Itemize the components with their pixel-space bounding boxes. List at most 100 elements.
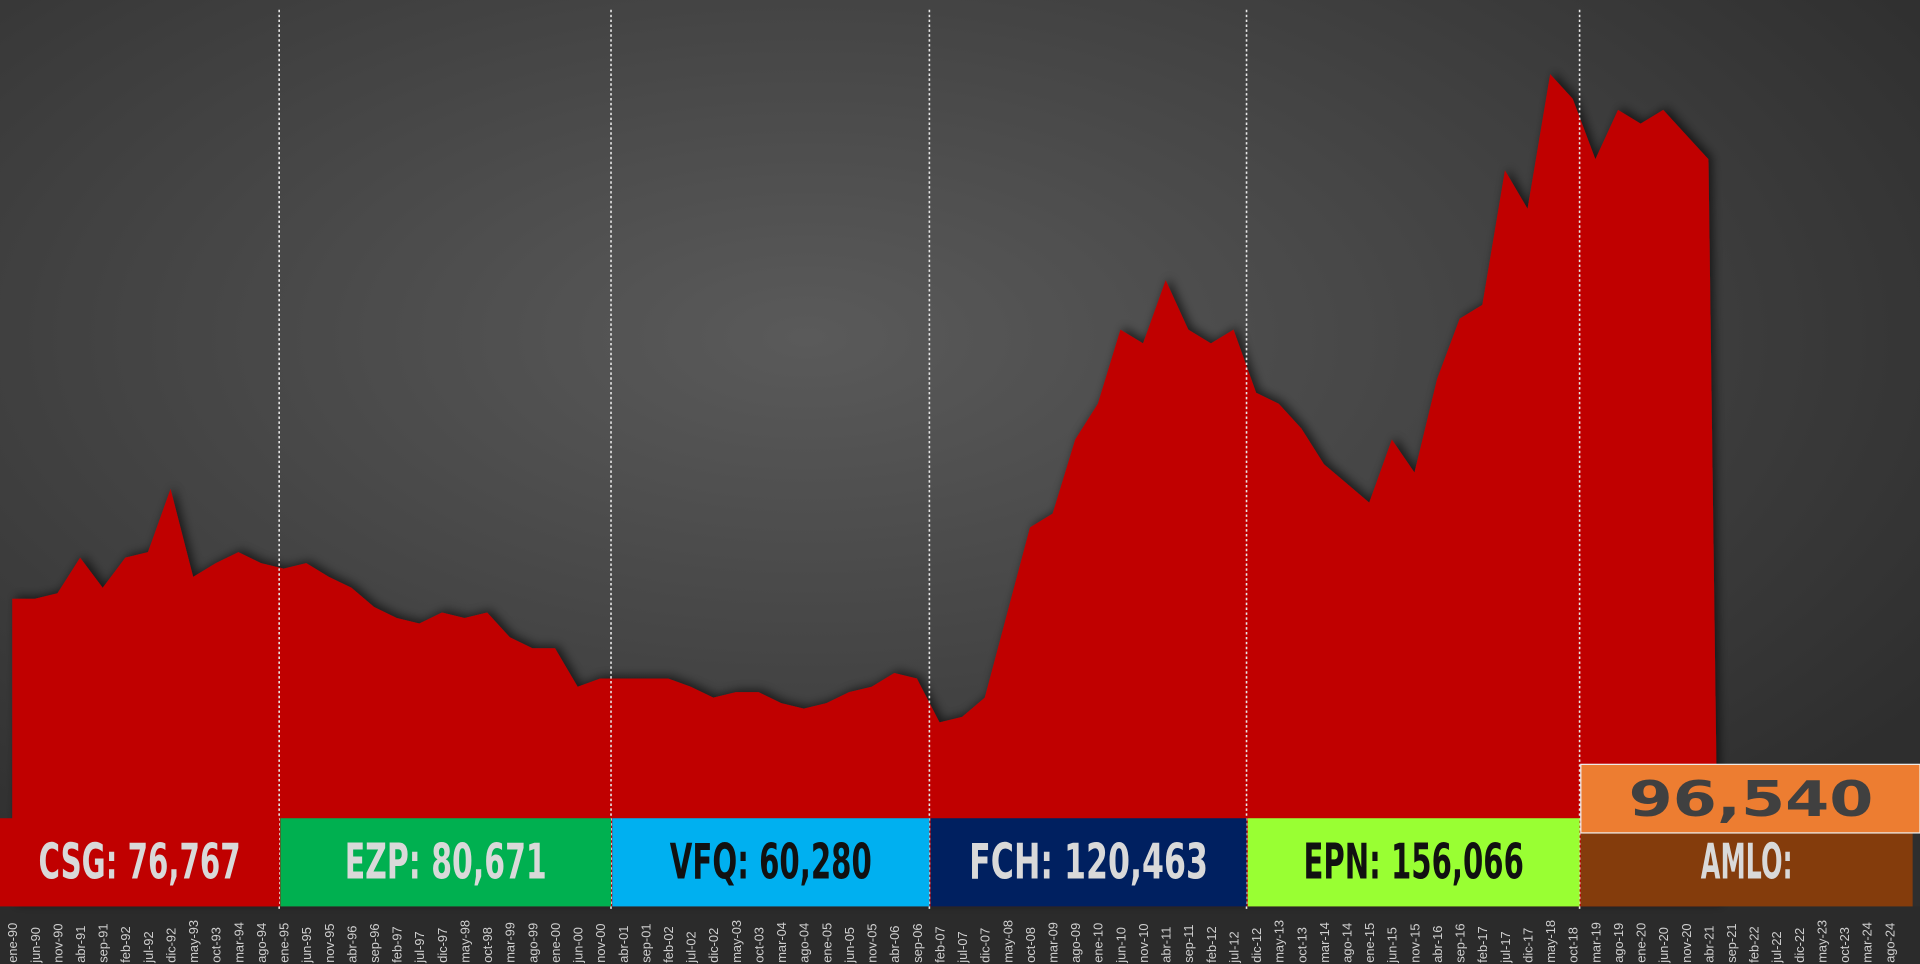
x-tick-label: mar-09 [1045, 922, 1060, 963]
x-tick-label: sep-21 [1724, 923, 1739, 962]
x-tick-label: nov-20 [1679, 923, 1694, 962]
x-tick-label: abr-91 [73, 926, 88, 963]
x-tick-label: sep-01 [638, 923, 653, 962]
x-tick-label: jun-10 [1113, 927, 1128, 964]
x-tick-label: dic-02 [706, 928, 721, 963]
axis-strip [0, 906, 1920, 964]
period-box [612, 818, 930, 907]
x-tick-label: abr-21 [1701, 926, 1716, 963]
x-tick-label: jul-02 [684, 931, 699, 963]
x-tick-label: abr-16 [1430, 926, 1445, 963]
x-tick-label: jul-22 [1769, 931, 1784, 963]
x-tick-label: jul-92 [141, 931, 156, 963]
x-tick-label: oct-03 [751, 927, 766, 963]
x-tick-label: ene-05 [819, 923, 834, 963]
x-tick-label: oct-08 [1023, 927, 1038, 963]
x-tick-label: abr-01 [616, 926, 631, 963]
x-tick-label: jul-12 [1226, 931, 1241, 963]
x-tick-label: sep-06 [910, 923, 925, 962]
x-tick-label: mar-19 [1588, 922, 1603, 963]
x-tick-label: may-23 [1814, 920, 1829, 963]
x-tick-label: mar-99 [503, 922, 518, 963]
x-tick-label: jul-07 [955, 931, 970, 963]
x-tick-label: nov-90 [50, 923, 65, 962]
x-tick-label: feb-02 [661, 926, 676, 962]
x-tick-label: ago-24 [1882, 923, 1897, 963]
x-tick-label: jun-05 [842, 927, 857, 964]
period-box [1247, 818, 1580, 907]
x-tick-label: mar-24 [1860, 922, 1875, 963]
x-tick-label: jul-17 [1498, 931, 1513, 963]
x-tick-label: nov-00 [593, 923, 608, 962]
x-tick-label: sep-96 [367, 923, 382, 962]
period-label: CSG: 76,767 [39, 833, 241, 890]
x-tick-label: nov-05 [865, 923, 880, 962]
x-tick-label: oct-18 [1566, 927, 1581, 963]
x-tick-label: jun-20 [1656, 927, 1671, 964]
period-label: EPN: 156,066 [1303, 833, 1523, 890]
x-tick-label: sep-16 [1453, 923, 1468, 962]
x-tick-label: oct-93 [209, 927, 224, 963]
x-tick-label: jun-00 [571, 927, 586, 964]
x-tick-label: ago-94 [254, 923, 269, 963]
x-tick-label: ago-04 [797, 923, 812, 963]
x-tick-label: sep-11 [1181, 924, 1196, 962]
x-tick-label: dic-07 [978, 928, 993, 963]
period-label: FCH: 120,463 [969, 833, 1208, 890]
x-tick-label: nov-10 [1136, 923, 1151, 962]
x-tick-label: ago-09 [1068, 923, 1083, 963]
x-tick-label: nov-15 [1407, 923, 1422, 962]
x-tick-label: feb-92 [118, 926, 133, 962]
period-label: AMLO: [1701, 833, 1793, 890]
x-tick-label: oct-98 [480, 927, 495, 963]
x-tick-label: dic-97 [435, 928, 450, 963]
x-tick-label: may-98 [457, 920, 472, 963]
x-tick-label: feb-07 [932, 926, 947, 962]
x-tick-label: dic-22 [1792, 928, 1807, 963]
x-tick-label: ene-90 [5, 923, 20, 963]
x-tick-label: feb-22 [1747, 926, 1762, 962]
x-tick-label: ago-19 [1611, 923, 1626, 963]
highlight-box [1580, 763, 1920, 834]
period-box [930, 818, 1247, 907]
x-tick-label: sep-91 [96, 923, 111, 962]
x-tick-label: feb-17 [1475, 926, 1490, 962]
x-tick-label: oct-23 [1837, 927, 1852, 963]
x-tick-label: may-93 [186, 920, 201, 963]
x-tick-label: abr-06 [887, 926, 902, 963]
x-tick-label: ene-20 [1634, 923, 1649, 963]
x-tick-label: mar-04 [774, 922, 789, 963]
x-tick-label: abr-11 [1159, 927, 1174, 963]
area [12, 74, 1719, 907]
x-tick-label: mar-14 [1317, 922, 1332, 963]
x-tick-label: jul-97 [412, 931, 427, 963]
x-tick-label: jun-95 [299, 927, 314, 964]
x-tick-label: abr-96 [344, 926, 359, 963]
period-label: EZP: 80,671 [345, 833, 547, 890]
x-tick-label: may-18 [1543, 920, 1558, 963]
x-tick-label: oct-13 [1294, 927, 1309, 963]
x-tick-label: jun-15 [1385, 927, 1400, 964]
x-tick-label: mar-94 [231, 922, 246, 963]
x-tick-label: ene-15 [1362, 923, 1377, 963]
x-tick-label: dic-12 [1249, 928, 1264, 963]
x-tick-label: dic-17 [1520, 928, 1535, 963]
x-tick-label: may-13 [1272, 920, 1287, 963]
x-tick-label: ago-99 [525, 923, 540, 963]
x-tick-label: feb-97 [390, 926, 405, 962]
period-box [280, 818, 612, 907]
x-tick-label: jun-90 [28, 927, 43, 964]
x-tick-label: ene-95 [277, 923, 292, 963]
x-tick-label: may-08 [1000, 920, 1015, 963]
period-label: VFQ: 60,280 [670, 833, 872, 890]
x-tick-label: ene-10 [1091, 923, 1106, 963]
highlight-label: 96,540 [1629, 771, 1874, 828]
x-tick-label: ene-00 [548, 923, 563, 963]
period-box [0, 818, 280, 907]
x-tick-label: may-03 [729, 920, 744, 963]
x-tick-label: nov-95 [322, 923, 337, 962]
x-tick-label: dic-92 [163, 928, 178, 963]
x-tick-label: feb-12 [1204, 926, 1219, 962]
